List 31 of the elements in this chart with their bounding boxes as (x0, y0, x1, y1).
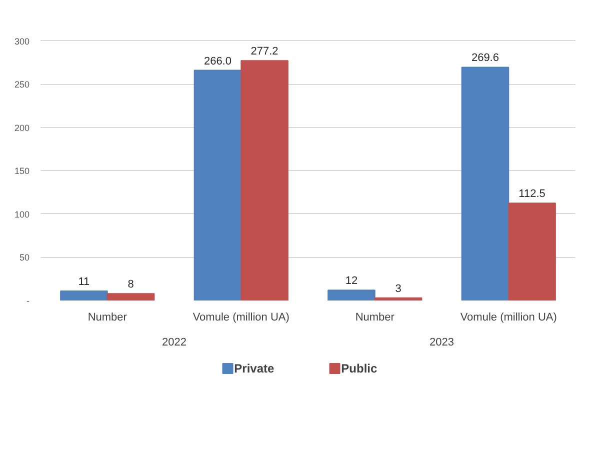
data-label: 11 (78, 276, 90, 288)
legend-label: Private (234, 362, 275, 376)
y-tick-label: 50 (19, 252, 30, 263)
x-tick-label: Number (355, 312, 395, 324)
bar (461, 66, 510, 300)
y-tick-label: - (26, 296, 30, 306)
data-label: 277.2 (250, 46, 278, 58)
legend-label: Public (341, 362, 378, 376)
y-tick-label: 300 (14, 36, 30, 46)
data-label: 8 (128, 278, 134, 291)
data-label: 12 (345, 275, 358, 288)
bar (508, 202, 556, 300)
data-label: 266.0 (204, 55, 232, 68)
y-tick-label: 150 (14, 166, 30, 176)
y-tick-label: 200 (14, 122, 30, 133)
bar (194, 70, 242, 300)
x-tick-label: Number (88, 312, 128, 324)
x-tick-label: Vomule (million UA) (192, 312, 290, 324)
data-label: 3 (395, 282, 402, 295)
bar (374, 297, 422, 300)
y-tick-label: 250 (14, 80, 30, 90)
bar (106, 293, 155, 300)
data-label: 269.6 (471, 52, 499, 64)
y-tick-label: 100 (14, 209, 30, 220)
text: 2022 (162, 336, 186, 348)
text: 2023 (430, 336, 454, 348)
data-label: 112.5 (518, 188, 546, 200)
bar (328, 290, 376, 300)
bar (60, 290, 108, 300)
x-tick-label: Vomule (million UA) (460, 312, 557, 324)
bar (240, 60, 288, 300)
